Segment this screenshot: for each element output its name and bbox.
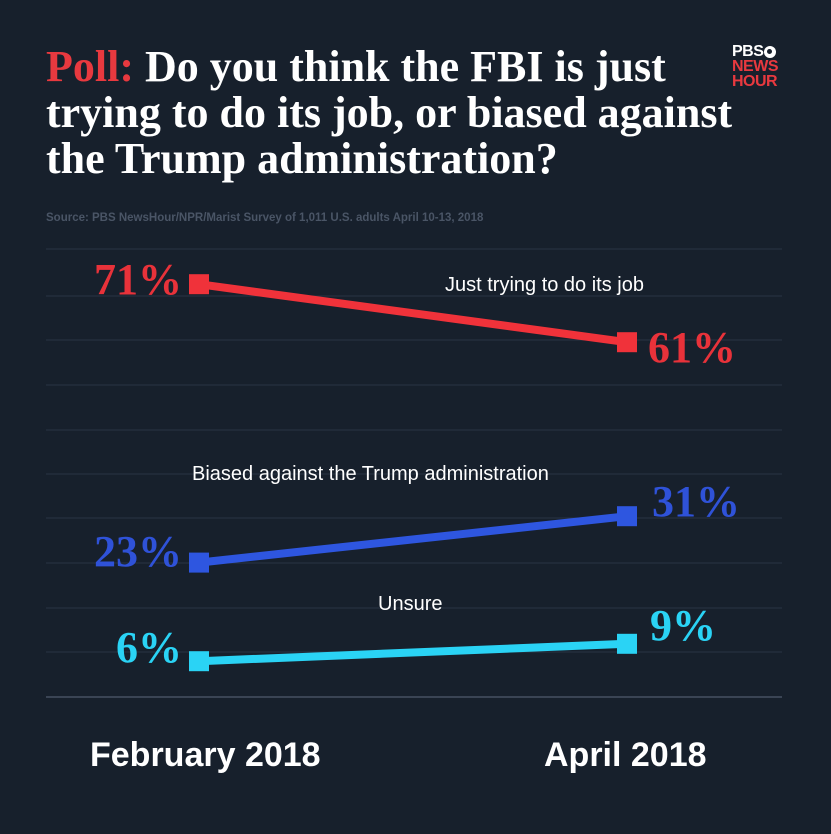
x-tick-label-0: February 2018 bbox=[90, 736, 321, 774]
title-text: Do you think the FBI is just trying to d… bbox=[46, 42, 733, 183]
x-tick-label-1: April 2018 bbox=[544, 736, 707, 774]
data-point-1-1 bbox=[617, 506, 637, 527]
series-name-1: Biased against the Trump administration bbox=[192, 463, 549, 485]
data-label-1-1: 31% bbox=[652, 477, 740, 526]
data-label-2-1: 9% bbox=[650, 601, 716, 650]
source-note: Source: PBS NewsHour/NPR/Marist Survey o… bbox=[46, 212, 484, 224]
chart-title: Poll: Do you think the FBI is just tryin… bbox=[46, 44, 746, 182]
data-label-2-0: 6% bbox=[116, 623, 182, 672]
data-point-2-1 bbox=[617, 633, 637, 654]
series-line-1 bbox=[198, 512, 628, 567]
data-label-1-0: 23% bbox=[94, 527, 182, 576]
series-name-2: Unsure bbox=[378, 593, 442, 615]
data-point-2-0 bbox=[189, 651, 209, 672]
series-line-0 bbox=[198, 280, 628, 347]
pbs-head-icon bbox=[764, 45, 777, 58]
logo-line3: HOUR bbox=[732, 73, 778, 90]
logo-line1: PBS bbox=[732, 43, 764, 60]
series-name-0: Just trying to do its job bbox=[445, 274, 644, 296]
data-label-0-1: 61% bbox=[648, 323, 736, 372]
series-line-2 bbox=[198, 639, 628, 666]
data-label-0-0: 71% bbox=[94, 255, 182, 304]
data-point-0-1 bbox=[617, 332, 637, 353]
logo-line2: NEWS bbox=[732, 58, 779, 75]
data-point-0-0 bbox=[189, 274, 209, 295]
data-point-1-0 bbox=[189, 552, 209, 573]
title-prefix: Poll: bbox=[46, 42, 134, 91]
pbs-newshour-logo: PBS NEWS HOUR bbox=[732, 43, 779, 90]
